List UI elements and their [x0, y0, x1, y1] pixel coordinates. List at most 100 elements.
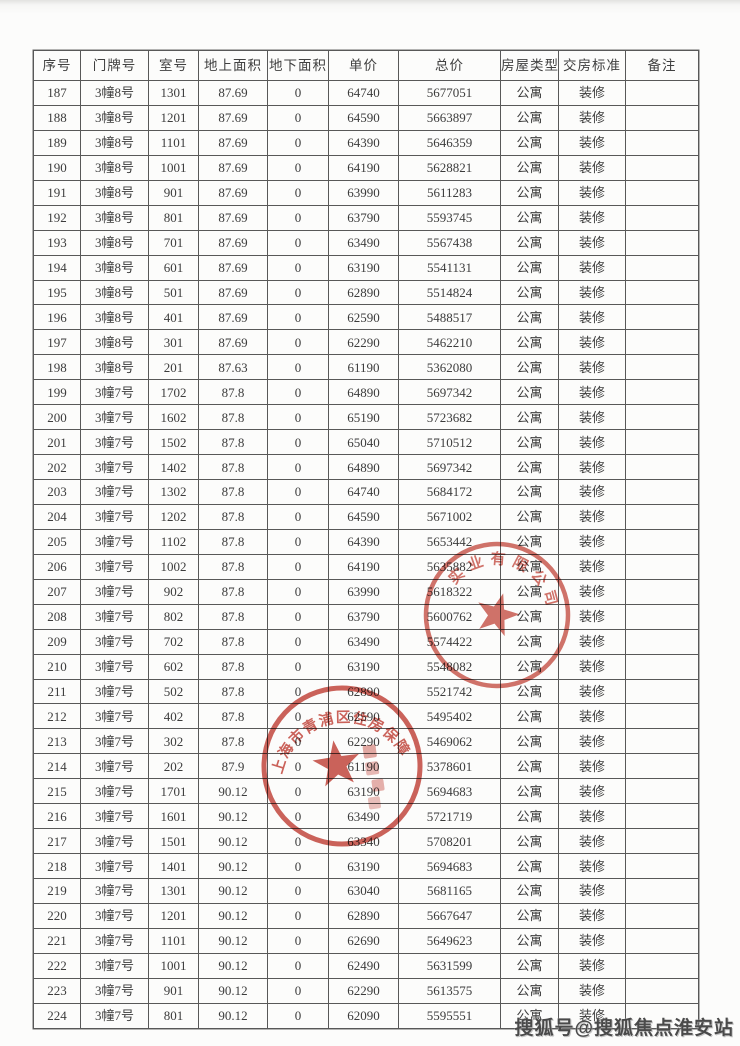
table-row: 192 3幢8号 801 87.69 0 63790 5593745 公寓 装修 — [33, 204, 699, 231]
table-cell: 215 — [33, 778, 81, 805]
table-row: 187 3幢8号 1301 87.69 0 64740 5677051 公寓 装修 — [33, 80, 699, 106]
table-cell: 0 — [267, 429, 329, 456]
table-cell: 5723682 — [398, 404, 501, 431]
table-cell: 公寓 — [500, 129, 559, 156]
table-cell: 5694683 — [398, 853, 501, 879]
table-cell: 3幢8号 — [80, 329, 149, 356]
table-row: 210 3幢7号 602 87.8 0 63190 5548082 公寓 装修 — [33, 653, 699, 680]
table-row: 206 3幢7号 1002 87.8 0 64190 5635882 公寓 装修 — [33, 553, 699, 580]
table-cell: 205 — [33, 528, 81, 555]
table-row: 218 3幢7号 1401 90.12 0 63190 5694683 公寓 装修 — [33, 853, 699, 879]
table-cell: 3幢7号 — [80, 803, 149, 830]
table-cell: 1101 — [148, 129, 199, 156]
table-row: 188 3幢8号 1201 87.69 0 64590 5663897 公寓 装修 — [33, 104, 699, 131]
table-cell: 63990 — [328, 578, 399, 605]
table-cell: 3幢7号 — [80, 603, 149, 630]
table-cell: 装修 — [558, 902, 626, 929]
table-cell: 202 — [148, 753, 199, 780]
column-header: 房屋类型 — [500, 50, 559, 81]
table-cell: 装修 — [558, 778, 626, 805]
table-cell: 214 — [33, 753, 81, 780]
table-row: 217 3幢7号 1501 90.12 0 63340 5708201 公寓 装修 — [33, 828, 699, 855]
table-row: 200 3幢7号 1602 87.8 0 65190 5723682 公寓 装修 — [33, 404, 699, 431]
table-cell: 802 — [148, 603, 199, 630]
table-cell: 5618322 — [398, 578, 501, 605]
table-cell: 87.8 — [198, 553, 268, 580]
table-cell: 装修 — [558, 927, 626, 954]
table-cell: 5708201 — [398, 828, 501, 855]
table-cell: 901 — [148, 179, 199, 206]
table-row: 191 3幢8号 901 87.69 0 63990 5611283 公寓 装修 — [33, 179, 699, 206]
table-cell — [625, 753, 699, 780]
table-cell: 3幢7号 — [80, 653, 149, 680]
table-cell: 装修 — [558, 553, 626, 580]
table-cell: 5600762 — [398, 603, 501, 630]
table-cell: 224 — [33, 1002, 81, 1029]
table-cell: 公寓 — [500, 454, 559, 480]
table-cell: 1602 — [148, 404, 199, 431]
table-cell: 90.12 — [198, 902, 268, 929]
table-cell: 62690 — [328, 927, 399, 954]
table-cell: 装修 — [558, 229, 626, 256]
table-cell — [625, 404, 699, 431]
table-cell: 5631599 — [398, 952, 501, 979]
table-cell: 62890 — [328, 678, 399, 705]
table-cell: 1501 — [148, 828, 199, 855]
table-cell: 装修 — [558, 528, 626, 555]
table-row: 195 3幢8号 501 87.69 0 62890 5514824 公寓 装修 — [33, 279, 699, 306]
table-cell: 90.12 — [198, 952, 268, 979]
table-cell: 87.8 — [198, 479, 268, 505]
table-cell: 3幢8号 — [80, 129, 149, 156]
table-cell: 202 — [33, 454, 81, 480]
table-cell: 62290 — [328, 977, 399, 1004]
table-cell: 公寓 — [500, 254, 559, 281]
table-cell: 0 — [267, 379, 329, 406]
table-cell: 3幢8号 — [80, 104, 149, 131]
table-cell: 5677051 — [398, 80, 501, 106]
table-cell: 701 — [148, 229, 199, 256]
table-cell: 0 — [267, 204, 329, 231]
table-cell: 0 — [267, 678, 329, 705]
table-cell: 5514824 — [398, 279, 501, 306]
table-cell: 装修 — [558, 179, 626, 206]
table-cell: 0 — [267, 104, 329, 131]
table-cell: 公寓 — [500, 653, 559, 680]
table-cell: 装修 — [558, 653, 626, 680]
table-cell: 装修 — [558, 728, 626, 755]
table-cell: 64390 — [328, 528, 399, 555]
table-cell: 5667647 — [398, 902, 501, 929]
table-cell: 1302 — [148, 479, 199, 505]
table-row: 203 3幢7号 1302 87.8 0 64740 5684172 公寓 装修 — [33, 479, 699, 505]
table-cell — [625, 354, 699, 381]
table-cell: 194 — [33, 254, 81, 281]
table-cell: 公寓 — [500, 179, 559, 206]
table-cell: 5697342 — [398, 379, 501, 406]
table-cell: 1202 — [148, 503, 199, 530]
table-cell: 87.69 — [198, 179, 268, 206]
table-cell: 公寓 — [500, 628, 559, 655]
table-cell: 0 — [267, 703, 329, 730]
table-cell: 63490 — [328, 628, 399, 655]
table-cell: 195 — [33, 279, 81, 306]
table-cell: 3幢8号 — [80, 179, 149, 206]
table-cell: 301 — [148, 329, 199, 356]
table-cell — [625, 204, 699, 231]
table-cell: 191 — [33, 179, 81, 206]
table-cell: 87.8 — [198, 379, 268, 406]
table-cell: 公寓 — [500, 204, 559, 231]
table-cell: 87.8 — [198, 503, 268, 530]
table-cell: 0 — [267, 479, 329, 505]
table-row: 202 3幢7号 1402 87.8 0 64890 5697342 公寓 装修 — [33, 454, 699, 480]
table-cell: 0 — [267, 878, 329, 904]
table-cell: 0 — [267, 528, 329, 555]
table-cell: 公寓 — [500, 229, 559, 256]
table-cell: 190 — [33, 154, 81, 181]
table-cell: 1301 — [148, 878, 199, 904]
table-cell: 223 — [33, 977, 81, 1004]
table-cell: 801 — [148, 1002, 199, 1029]
table-cell — [625, 902, 699, 929]
table-cell — [625, 479, 699, 505]
table-row: 221 3幢7号 1101 90.12 0 62690 5649623 公寓 装修 — [33, 927, 699, 954]
table-cell: 0 — [267, 279, 329, 306]
table-cell: 401 — [148, 304, 199, 331]
